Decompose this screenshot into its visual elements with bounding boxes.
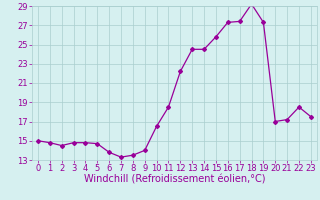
X-axis label: Windchill (Refroidissement éolien,°C): Windchill (Refroidissement éolien,°C) bbox=[84, 175, 265, 185]
